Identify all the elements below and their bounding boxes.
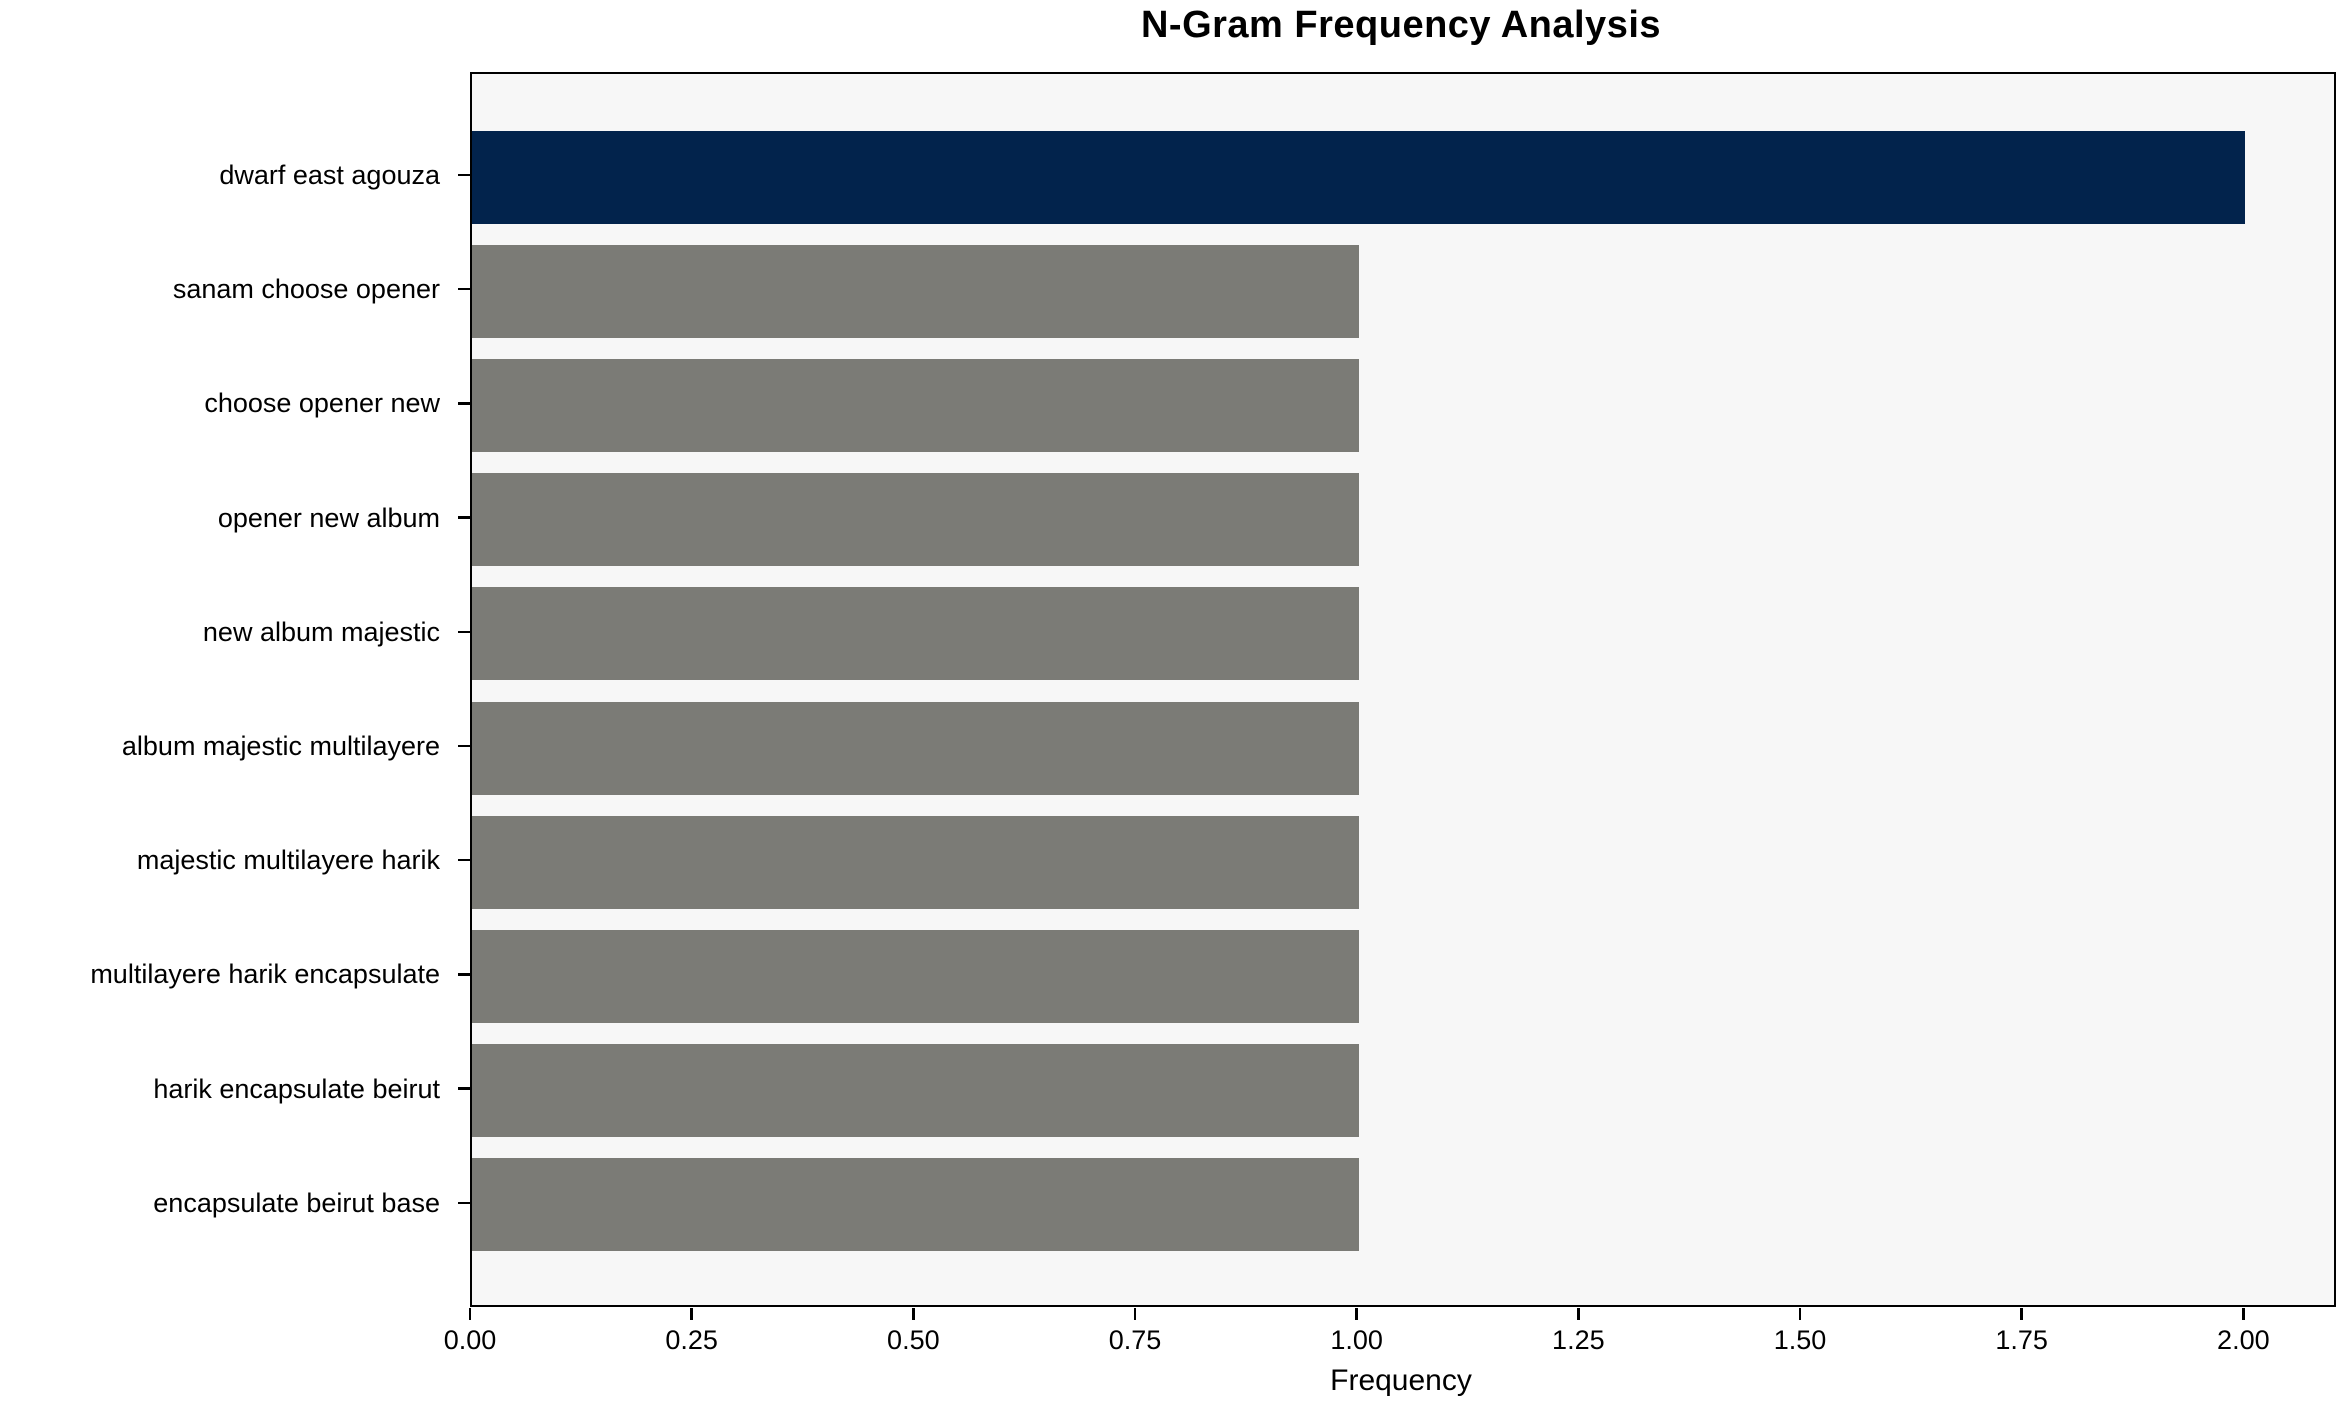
y-tick-label: encapsulate beirut base <box>153 1187 440 1218</box>
y-tick-mark <box>458 858 470 862</box>
bar <box>472 1158 1359 1252</box>
x-tick-label: 0.75 <box>1108 1325 1162 1355</box>
y-tick-mark <box>458 1087 470 1090</box>
x-tick-mark <box>1355 1308 1358 1320</box>
chart-title: N-Gram Frequency Analysis <box>1140 4 1662 46</box>
x-axis-label: Frequency <box>1330 1364 1472 1397</box>
y-tick-mark <box>458 630 470 634</box>
bar <box>472 358 1359 452</box>
y-tick-label: multilayere harik encapsulate <box>90 959 440 990</box>
bar <box>472 929 1359 1023</box>
y-tick-label: dwarf east agouza <box>219 160 440 190</box>
y-tick-label: opener new album <box>217 502 440 533</box>
y-tick-mark <box>458 173 470 177</box>
y-tick-mark <box>458 516 470 519</box>
x-tick-label: 2.00 <box>2217 1325 2270 1355</box>
x-tick-label: 1.25 <box>1552 1325 1605 1355</box>
x-tick-label: 0.50 <box>887 1325 940 1355</box>
y-tick-mark <box>458 1201 470 1205</box>
x-tick-label: 0.25 <box>665 1325 718 1355</box>
bar <box>472 244 1359 338</box>
y-tick-label: choose opener new <box>204 388 440 419</box>
x-tick-mark <box>912 1308 915 1320</box>
x-tick-mark <box>2020 1308 2023 1320</box>
y-tick-label: album majestic multilayere <box>121 731 440 761</box>
y-tick-mark <box>458 402 470 405</box>
bar <box>472 473 1359 567</box>
x-tick-mark <box>690 1308 693 1320</box>
plot-area <box>470 72 2336 1307</box>
y-tick-label: new album majestic <box>202 616 440 647</box>
x-tick-mark <box>468 1308 472 1320</box>
y-tick-label: sanam choose opener <box>172 274 440 305</box>
x-tick-mark <box>1133 1308 1137 1320</box>
bar <box>472 587 1359 681</box>
y-tick-label: majestic multilayere harik <box>136 845 440 876</box>
y-tick-mark <box>458 287 470 291</box>
bar <box>472 130 2246 224</box>
x-tick-mark <box>2242 1308 2245 1320</box>
x-tick-label: 1.50 <box>1773 1325 1827 1355</box>
x-tick-mark <box>1577 1308 1580 1320</box>
y-tick-mark <box>458 744 470 748</box>
x-tick-mark <box>1798 1308 1802 1320</box>
x-tick-label: 1.00 <box>1330 1325 1383 1355</box>
x-tick-label: 0.00 <box>443 1325 497 1355</box>
x-tick-label: 1.75 <box>1995 1325 2048 1355</box>
y-tick-label: harik encapsulate beirut <box>153 1073 440 1104</box>
bar <box>472 815 1359 909</box>
y-tick-mark <box>458 973 470 976</box>
bar <box>472 701 1359 795</box>
bar <box>472 1044 1359 1138</box>
